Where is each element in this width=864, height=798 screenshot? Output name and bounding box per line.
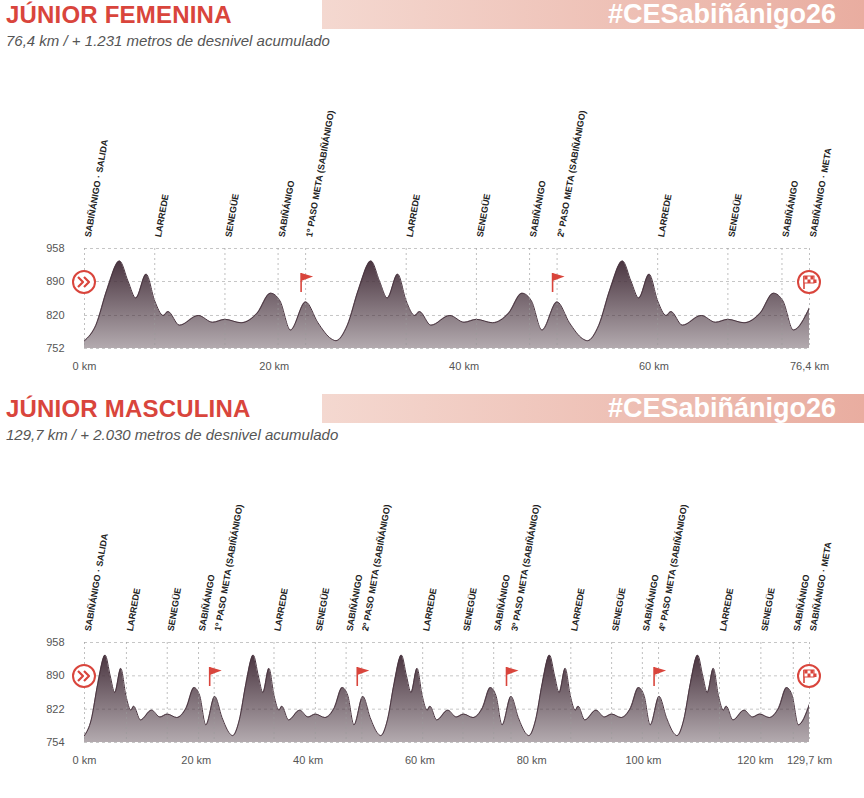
svg-text:SABIÑÁNIGO: SABIÑÁNIGO — [780, 180, 800, 238]
svg-text:890: 890 — [46, 275, 64, 287]
svg-text:820: 820 — [46, 309, 64, 321]
svg-text:SABIÑÁNIGO: SABIÑÁNIGO — [791, 573, 812, 632]
svg-text:40 km: 40 km — [449, 360, 479, 372]
svg-text:40 km: 40 km — [293, 754, 323, 766]
svg-text:1º PASO META (SABIÑÁNIGO): 1º PASO META (SABIÑÁNIGO) — [213, 504, 245, 632]
svg-text:SENEGÜE: SENEGÜE — [461, 587, 478, 632]
svg-text:LARREDE: LARREDE — [405, 193, 422, 238]
svg-text:60 km: 60 km — [639, 360, 669, 372]
svg-text:2º PASO META (SABIÑÁNIGO): 2º PASO META (SABIÑÁNIGO) — [360, 504, 392, 632]
svg-text:76,4 km: 76,4 km — [790, 360, 829, 372]
svg-text:SABIÑÁNIGO: SABIÑÁNIGO — [277, 180, 297, 238]
svg-text:2º PASO META (SABIÑÁNIGO): 2º PASO META (SABIÑÁNIGO) — [555, 110, 587, 238]
html-text:129,7 km / + 2.030 metros de d: 129,7 km / + 2.030 metros de desnivel ac… — [6, 426, 339, 443]
svg-text:958: 958 — [46, 242, 64, 254]
html-text:#CESabiñánigo26: #CESabiñánigo26 — [607, 0, 836, 29]
svg-text:SABIÑÁNIGO: SABIÑÁNIGO — [196, 573, 217, 632]
svg-text:958: 958 — [46, 636, 64, 648]
svg-text:SENEGÜE: SENEGÜE — [314, 587, 331, 632]
svg-text:80 km: 80 km — [517, 754, 547, 766]
svg-text:3º PASO META (SABIÑÁNIGO): 3º PASO META (SABIÑÁNIGO) — [509, 504, 541, 632]
svg-text:SABIÑÁNIGO: SABIÑÁNIGO — [640, 573, 661, 632]
svg-text:754: 754 — [46, 736, 64, 748]
svg-text:SABIÑÁNIGO · SALIDA: SABIÑÁNIGO · SALIDA — [83, 532, 110, 632]
svg-text:SABIÑÁNIGO · SALIDA: SABIÑÁNIGO · SALIDA — [83, 138, 110, 238]
svg-text:SABIÑÁNIGO: SABIÑÁNIGO — [492, 574, 512, 632]
svg-text:SENEGÜE: SENEGÜE — [223, 193, 240, 238]
svg-text:SENEGÜE: SENEGÜE — [759, 587, 776, 632]
svg-text:LARREDE: LARREDE — [569, 587, 586, 632]
svg-text:4º PASO META (SABIÑÁNIGO): 4º PASO META (SABIÑÁNIGO) — [657, 504, 689, 632]
svg-text:SENEGÜE: SENEGÜE — [726, 193, 743, 238]
svg-text:1º PASO META (SABIÑÁNIGO): 1º PASO META (SABIÑÁNIGO) — [304, 110, 336, 238]
svg-text:0 km: 0 km — [73, 360, 97, 372]
svg-text:LARREDE: LARREDE — [718, 587, 735, 632]
svg-text:822: 822 — [46, 703, 64, 715]
svg-text:SABIÑÁNIGO: SABIÑÁNIGO — [344, 573, 365, 632]
svg-text:LARREDE: LARREDE — [125, 587, 142, 632]
svg-text:60 km: 60 km — [405, 754, 435, 766]
svg-text:100 km: 100 km — [625, 754, 661, 766]
svg-text:0 km: 0 km — [73, 754, 97, 766]
svg-text:LARREDE: LARREDE — [153, 193, 170, 238]
svg-text:SENEGÜE: SENEGÜE — [610, 587, 627, 632]
svg-text:120 km: 120 km — [737, 754, 773, 766]
svg-text:890: 890 — [46, 669, 64, 681]
svg-text:SABIÑÁNIGO · META: SABIÑÁNIGO · META — [808, 541, 834, 632]
svg-text:SABIÑÁNIGO · META: SABIÑÁNIGO · META — [808, 147, 834, 238]
svg-text:LARREDE: LARREDE — [656, 193, 673, 238]
svg-text:SENEGÜE: SENEGÜE — [166, 587, 183, 632]
html-text:JÚNIOR MASCULINA: JÚNIOR MASCULINA — [6, 395, 251, 422]
svg-text:SABIÑÁNIGO: SABIÑÁNIGO — [528, 180, 548, 238]
html-text:JÚNIOR FEMENINA: JÚNIOR FEMENINA — [6, 1, 232, 28]
svg-text:SENEGÜE: SENEGÜE — [475, 193, 492, 238]
svg-text:LARREDE: LARREDE — [421, 587, 438, 632]
svg-text:LARREDE: LARREDE — [272, 587, 289, 632]
svg-text:752: 752 — [46, 342, 64, 354]
svg-text:20 km: 20 km — [259, 360, 289, 372]
svg-text:129,7 km: 129,7 km — [787, 754, 832, 766]
html-text:76,4 km / + 1.231 metros de de: 76,4 km / + 1.231 metros de desnivel acu… — [6, 32, 330, 49]
svg-text:20 km: 20 km — [181, 754, 211, 766]
html-text:#CESabiñánigo26: #CESabiñánigo26 — [607, 393, 836, 423]
